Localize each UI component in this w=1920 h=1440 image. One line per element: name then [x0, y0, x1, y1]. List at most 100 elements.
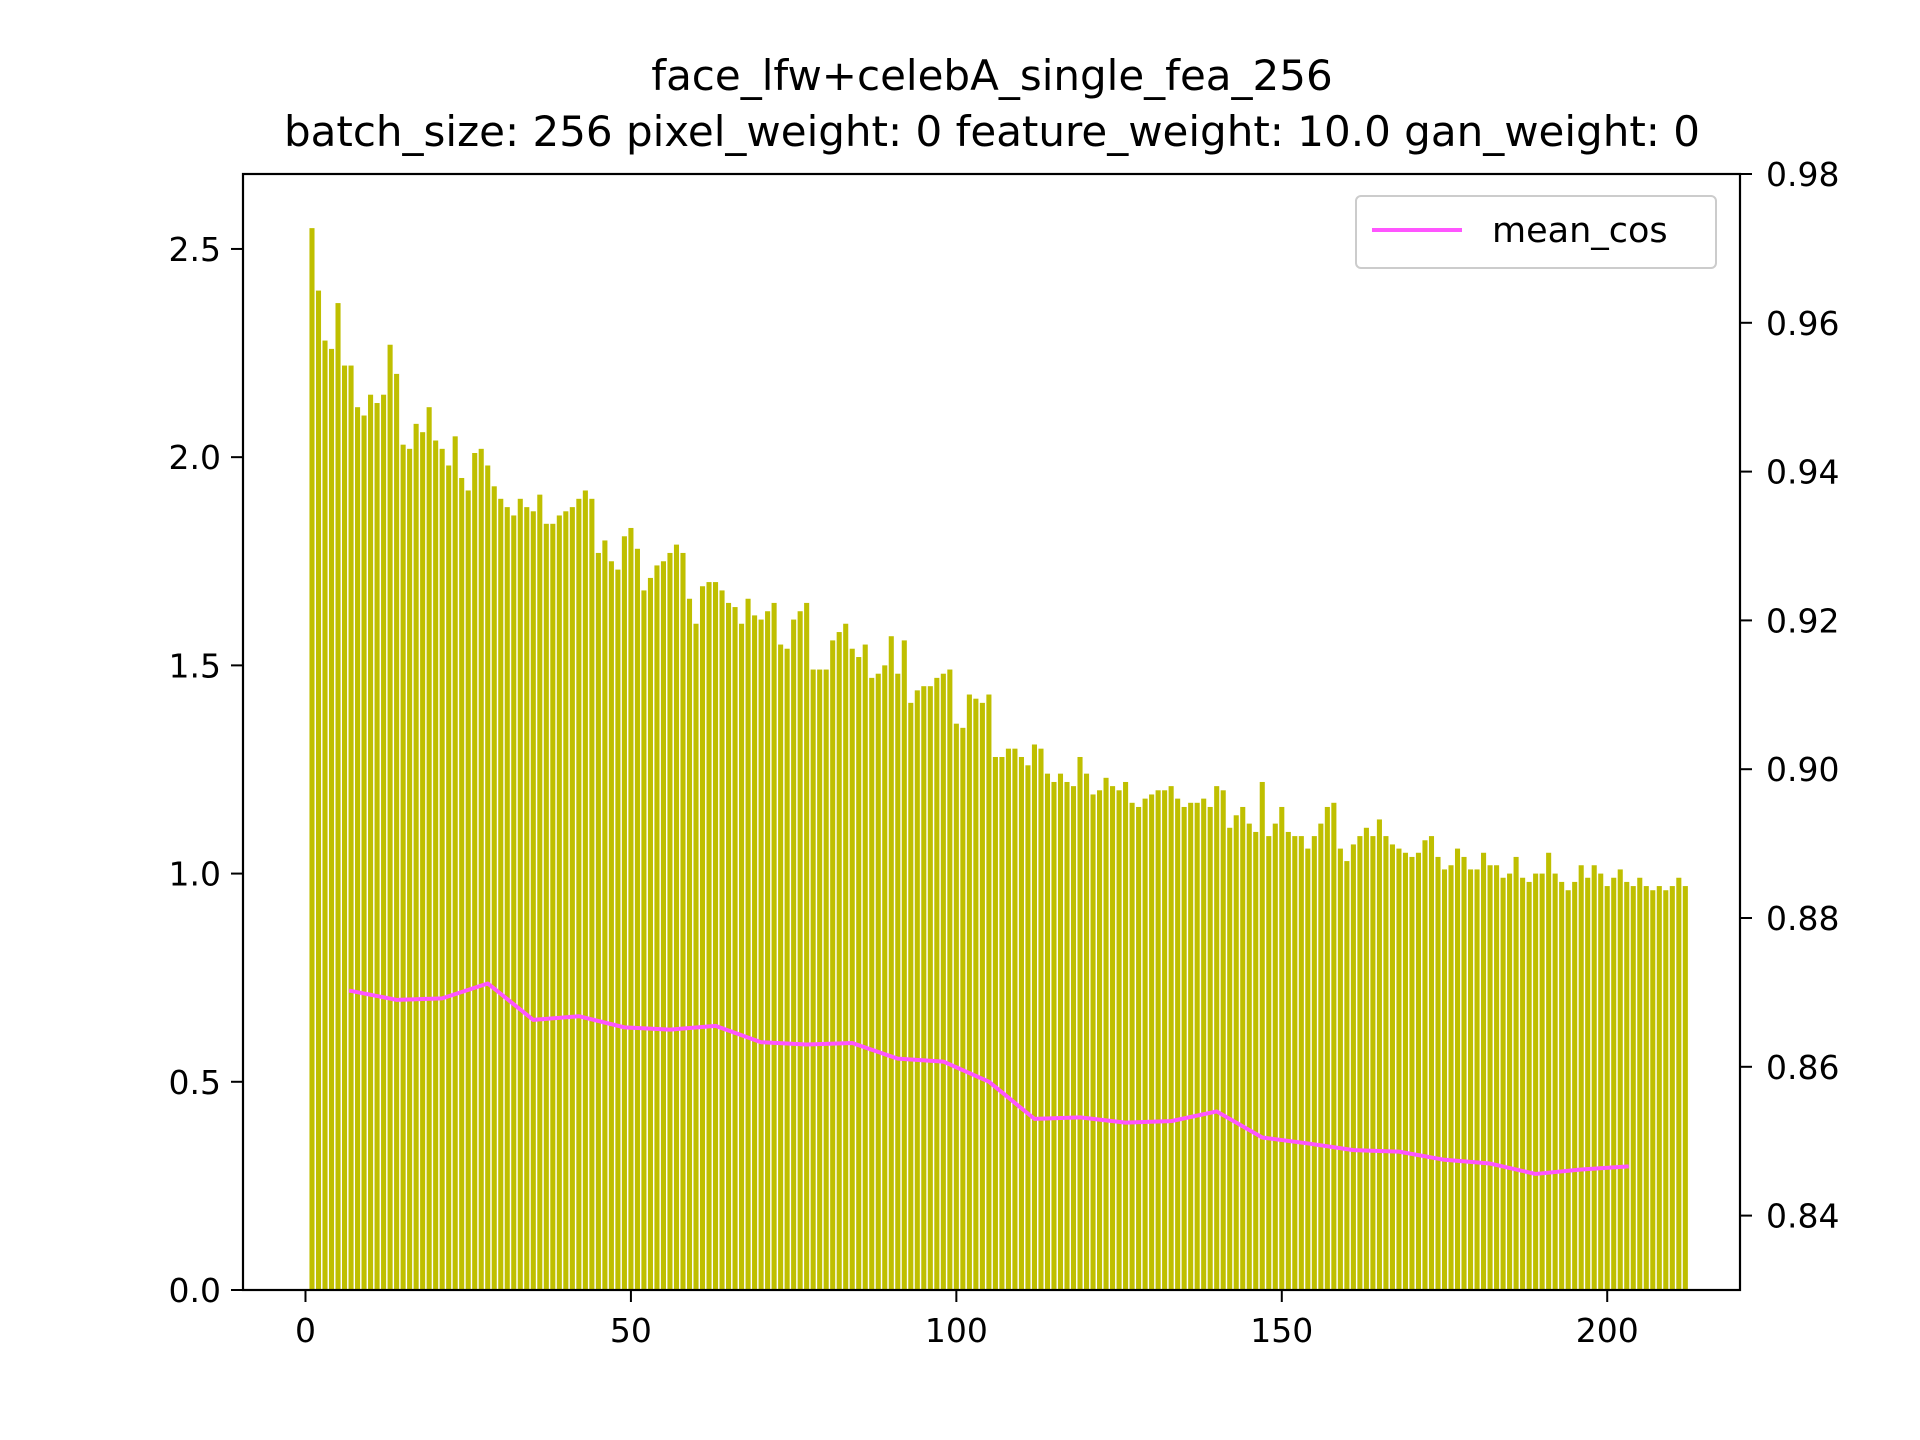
bar [901, 640, 907, 1290]
bar [979, 702, 985, 1290]
plot-frame [241, 172, 1742, 1292]
x-axis: 0 50 100 150 200 [295, 1290, 1639, 1350]
bar [1077, 756, 1083, 1290]
bar [1448, 865, 1454, 1290]
bar [660, 561, 666, 1290]
legend-box [1355, 195, 1717, 269]
bar [1650, 890, 1656, 1290]
bar [1142, 798, 1148, 1290]
bar [927, 686, 933, 1290]
bar [1546, 852, 1552, 1290]
bar [1038, 748, 1044, 1290]
bar [1018, 756, 1024, 1290]
bar [1402, 852, 1408, 1290]
bar [1494, 865, 1500, 1290]
bar [830, 640, 836, 1290]
bar [1188, 802, 1194, 1290]
bar [908, 702, 914, 1290]
bar [1031, 744, 1037, 1290]
bar [973, 698, 979, 1290]
legend-label: mean_cos [1492, 211, 1668, 251]
bar [1272, 823, 1278, 1290]
bar [1116, 790, 1122, 1290]
bar [1110, 786, 1116, 1290]
bar [1474, 869, 1480, 1290]
bar [1311, 836, 1317, 1290]
bar [1363, 827, 1369, 1290]
bar [914, 690, 920, 1290]
bar [1090, 794, 1096, 1290]
bar [315, 290, 322, 1291]
bar [934, 677, 940, 1290]
bar [1083, 773, 1090, 1290]
bar [693, 623, 699, 1290]
bar [836, 632, 842, 1290]
bar [1624, 881, 1630, 1290]
bar [712, 582, 719, 1290]
bar [537, 494, 543, 1290]
bar [328, 348, 335, 1290]
bar [1025, 765, 1031, 1290]
bar [1539, 873, 1545, 1290]
bar [940, 673, 946, 1290]
bar [673, 544, 680, 1290]
bar [465, 490, 471, 1291]
bar [1103, 777, 1109, 1290]
bar [888, 636, 894, 1290]
bar [582, 490, 588, 1291]
bar [1441, 869, 1448, 1290]
y-tick-label: 0.0 [169, 1271, 221, 1310]
bar [1051, 781, 1057, 1290]
bar [1057, 773, 1064, 1290]
bar [732, 607, 738, 1290]
bar [569, 507, 575, 1290]
bar [1383, 836, 1389, 1290]
bar [1155, 790, 1161, 1290]
bar [960, 727, 966, 1290]
bar [368, 394, 374, 1290]
bar [1461, 856, 1467, 1290]
bar [387, 344, 393, 1291]
bar [394, 373, 400, 1290]
bar [1318, 823, 1324, 1290]
y-axis-left: 0.0 0.5 1.0 1.5 2.0 2.5 [169, 230, 243, 1310]
bar [1507, 873, 1513, 1290]
bar [1129, 802, 1135, 1290]
bar [1500, 877, 1506, 1290]
bar [797, 611, 803, 1290]
bar [1344, 861, 1350, 1290]
bar [1298, 836, 1304, 1290]
bar [381, 394, 387, 1290]
bar [680, 552, 686, 1290]
y2-tick-label: 0.84 [1766, 1197, 1839, 1236]
bar [491, 486, 497, 1290]
x-tick-label: 0 [295, 1311, 316, 1350]
bar [615, 569, 621, 1290]
bar [1513, 856, 1519, 1290]
bar [1611, 877, 1617, 1290]
bar [348, 365, 354, 1290]
bar [1396, 848, 1402, 1290]
bar [1181, 806, 1187, 1290]
bar [1337, 848, 1343, 1290]
bar [745, 598, 751, 1290]
bar [641, 590, 647, 1290]
bar [1214, 786, 1220, 1290]
bar [1233, 815, 1239, 1290]
bar [817, 669, 823, 1290]
bar [882, 665, 888, 1290]
bar [765, 611, 771, 1290]
bar [726, 602, 732, 1290]
bar [634, 548, 640, 1290]
bar [1357, 836, 1363, 1290]
bar [1136, 806, 1142, 1290]
bar [322, 340, 328, 1290]
y-tick-label: 1.0 [169, 855, 221, 894]
bar [1044, 773, 1051, 1290]
bar [947, 669, 953, 1290]
bar [843, 623, 849, 1290]
bar [1149, 794, 1155, 1290]
bar [413, 423, 419, 1291]
bar [862, 644, 868, 1290]
bar [667, 552, 673, 1290]
